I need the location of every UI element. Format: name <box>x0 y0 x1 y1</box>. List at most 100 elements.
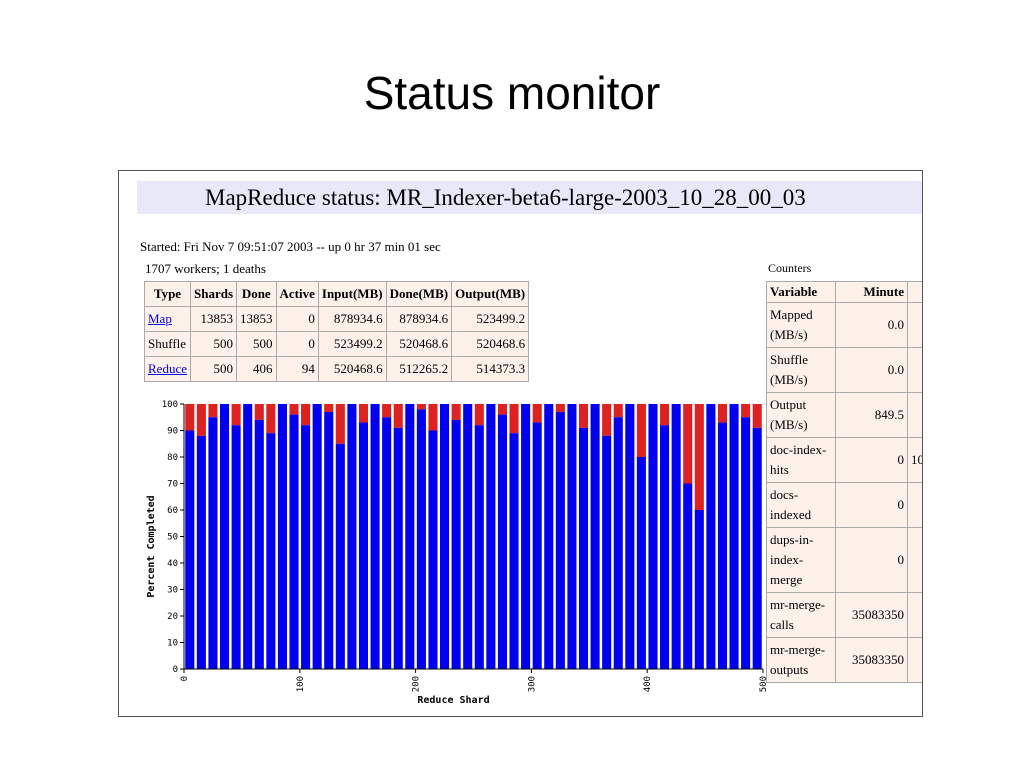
y-tick-label: 40 <box>167 559 178 569</box>
bar <box>683 483 693 669</box>
bar <box>370 404 380 669</box>
bar <box>196 435 206 669</box>
bar-remainder <box>509 404 519 434</box>
bar <box>625 404 635 669</box>
bar-remainder <box>578 404 589 428</box>
bar <box>486 404 496 669</box>
counter-cell: 0.0 <box>835 302 908 348</box>
y-tick-label: 80 <box>167 453 178 463</box>
bar <box>671 404 681 669</box>
bar <box>544 404 554 669</box>
started-line: Started: Fri Nov 7 09:51:07 2003 -- up 0… <box>140 239 441 254</box>
bar <box>521 404 531 669</box>
bar <box>660 425 670 669</box>
table-cell: 0 <box>275 306 319 332</box>
table-row: Map 13853 13853 0 878934.6 878934.6 523499.2 <box>144 306 530 332</box>
y-tick-label: 50 <box>167 533 178 543</box>
slide-title: Status monitor <box>363 67 661 119</box>
bar-remainder <box>694 404 704 510</box>
table-cell: Map <box>144 306 191 332</box>
table-cell: Reduce <box>144 356 191 382</box>
bar <box>706 404 716 669</box>
counters-label: Counters <box>768 261 812 275</box>
bar <box>578 427 589 669</box>
job-link[interactable]: Reduce <box>148 361 187 376</box>
counter-row: Shuffle (MB/s) 0.0 <box>766 347 922 393</box>
counter-cell <box>907 482 922 528</box>
bar-remainder <box>717 404 728 423</box>
column-header: Done(MB) <box>385 281 453 307</box>
bar-remainder <box>289 404 299 415</box>
bar-remainder <box>324 404 334 412</box>
bar <box>590 404 600 669</box>
table-cell: 512265.2 <box>385 356 453 382</box>
bar <box>358 422 369 669</box>
workers-line: 1707 workers; 1 deaths <box>145 261 266 276</box>
bar <box>416 409 426 669</box>
counter-cell: docs-indexed <box>766 482 836 528</box>
counter-cell <box>907 637 922 683</box>
column-header: Active <box>275 281 319 307</box>
bar <box>231 425 241 669</box>
table-cell: Shuffle <box>144 331 191 357</box>
column-header: Minute <box>835 281 908 303</box>
bar <box>648 404 658 669</box>
counter-row: Output (MB/s) 849.5 <box>766 392 922 438</box>
counter-cell <box>907 392 922 438</box>
bar-remainder <box>752 404 762 428</box>
counter-cell: 0 <box>835 482 908 528</box>
bar-remainder <box>602 404 612 436</box>
bar <box>752 427 762 669</box>
bar <box>440 404 450 669</box>
bar <box>393 427 403 669</box>
y-tick-label: 90 <box>167 427 178 437</box>
bar-remainder <box>416 404 426 410</box>
counter-row: docs-indexed 0 <box>766 482 922 528</box>
bar <box>474 425 484 669</box>
counter-row: mr-merge-calls 35083350 <box>766 592 922 638</box>
table-row: Reduce 500 406 94 520468.6 512265.2 514373.3 <box>144 356 530 382</box>
bar <box>532 422 542 669</box>
bar <box>405 404 415 669</box>
x-axis-label: Reduce Shard <box>417 695 489 706</box>
x-tick-label: 500 <box>759 676 769 692</box>
bar-remainder <box>358 404 369 423</box>
column-header <box>907 281 922 303</box>
counter-cell <box>907 347 922 393</box>
column-header: Output(MB) <box>451 281 530 307</box>
table-cell: 520468.6 <box>385 331 453 357</box>
counter-cell <box>907 302 922 348</box>
bar <box>694 510 704 669</box>
bar <box>266 433 276 669</box>
counter-cell <box>907 527 922 593</box>
bar-remainder <box>474 404 484 426</box>
bar <box>729 404 739 669</box>
job-link[interactable]: Map <box>148 311 172 326</box>
column-header: Type <box>144 281 191 307</box>
bar <box>613 417 623 669</box>
bar <box>324 411 334 669</box>
bar <box>602 435 612 669</box>
x-tick-label: 100 <box>296 676 306 692</box>
bar-remainder <box>683 404 693 484</box>
screenshot: MapReduce status: MR_Indexer-beta6-large… <box>118 170 923 717</box>
bar-remainder <box>636 404 646 457</box>
table-cell: 514373.3 <box>451 356 530 382</box>
counter-row: doc-index-hits 0 10 <box>766 437 922 483</box>
table-cell: 520468.6 <box>317 356 387 382</box>
y-tick-label: 70 <box>167 480 178 490</box>
y-tick-label: 0 <box>173 665 178 675</box>
column-header: Done <box>236 281 277 307</box>
bar <box>277 404 287 669</box>
bar <box>451 419 461 669</box>
bar <box>254 419 264 669</box>
counter-cell: mr-merge-outputs <box>766 637 836 683</box>
counter-cell: Mapped (MB/s) <box>766 302 836 348</box>
counter-cell: 0.0 <box>835 347 908 393</box>
x-tick-label: 0 <box>180 676 190 681</box>
chart: 0 10 20 30 40 50 60 70 80 90 100 0 100 200 300 400 500 Re… <box>146 400 769 706</box>
bar <box>312 404 322 669</box>
bar-remainder <box>231 404 241 426</box>
bar-remainder <box>660 404 670 426</box>
bar-remainder <box>451 404 461 420</box>
